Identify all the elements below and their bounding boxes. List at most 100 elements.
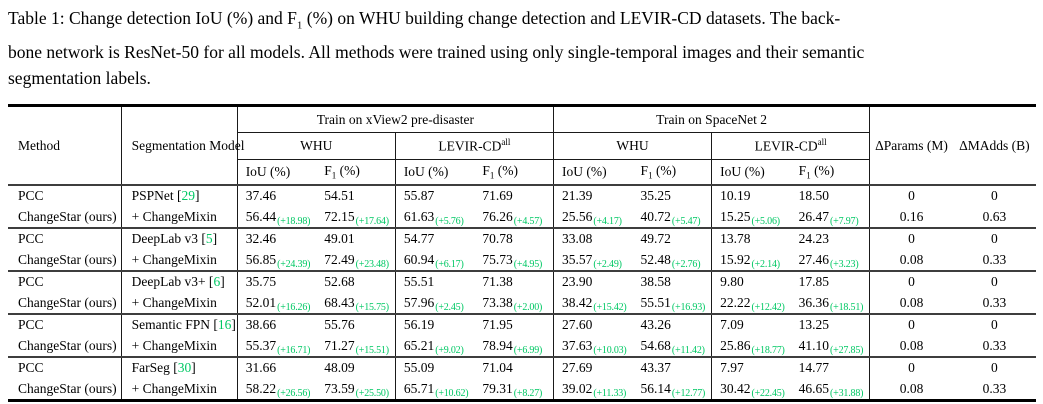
cell-metric: 13.25 bbox=[790, 314, 871, 336]
table-row: PCC FarSeg [30] 31.66 48.09 55.09 71.04 27.69 4… bbox=[8, 357, 1036, 379]
cell-model: + ChangeMixin bbox=[121, 292, 238, 315]
improvement-delta: (+9.02) bbox=[435, 344, 464, 356]
improvement-delta: (+2.76) bbox=[671, 258, 701, 270]
cell-delta-params: 0.08 bbox=[869, 249, 953, 272]
header-row-metrics: IoU (%) F1 (%) IoU (%) F1 (%) IoU (%) F1… bbox=[8, 159, 1036, 186]
improvement-delta: (+11.33) bbox=[593, 387, 627, 399]
levircd-superscript: all bbox=[817, 137, 827, 148]
cell-metric: 14.77 bbox=[790, 357, 871, 379]
improvement-delta: (+16.93) bbox=[671, 301, 706, 313]
improvement-delta: (+6.17) bbox=[435, 258, 464, 270]
f1-subscript: 1 bbox=[806, 170, 811, 181]
cell-model: Semantic FPN [16] bbox=[121, 314, 238, 336]
table-row: PCC DeepLab v3+ [6] 35.75 52.68 55.51 71.38 23… bbox=[8, 271, 1036, 293]
table-row: ChangeStar (ours) + ChangeMixin 58.22(+26.… bbox=[8, 378, 1036, 401]
cell-delta-params: 0 bbox=[908, 274, 915, 290]
col-header-iou: IoU (%) bbox=[237, 159, 317, 186]
improvement-delta: (+10.03) bbox=[593, 344, 627, 356]
cell-metric: 33.08 bbox=[561, 231, 593, 247]
citation-link[interactable]: 6 bbox=[213, 274, 221, 290]
cell-metric: 13.78 bbox=[720, 231, 751, 247]
improvement-delta: (+2.14) bbox=[751, 258, 780, 270]
citation-link[interactable]: 30 bbox=[177, 360, 192, 376]
cell-metric: 25.56(+4.17) bbox=[553, 206, 633, 229]
cell-delta-madds: 0.33 bbox=[952, 335, 1036, 358]
cell-metric: 65.71(+10.62) bbox=[403, 380, 469, 399]
improvement-delta: (+16.71) bbox=[277, 344, 311, 356]
cell-delta-madds: 0.33 bbox=[952, 292, 1036, 315]
cell-metric: 61.63(+5.76) bbox=[395, 206, 475, 229]
improvement-delta: (+23.48) bbox=[355, 258, 389, 270]
cell-metric: 23.90 bbox=[561, 274, 593, 290]
col-header-f1: F1 (%) bbox=[790, 159, 871, 186]
cell-method: ChangeStar (ours) bbox=[8, 378, 122, 401]
cell-metric: 55.76 bbox=[316, 314, 396, 336]
col-header-train-spacenet2: Train on SpaceNet 2 bbox=[553, 105, 871, 133]
cell-metric: 7.97 bbox=[720, 360, 744, 376]
cell-delta-madds: 0.63 bbox=[952, 206, 1036, 229]
cell-metric: 56.14(+12.77) bbox=[632, 378, 713, 401]
cell-metric: 79.31(+8.27) bbox=[474, 378, 554, 401]
cell-metric: 71.95 bbox=[474, 314, 554, 336]
col-header-f1: F1 (%) bbox=[632, 159, 713, 186]
improvement-delta: (+2.49) bbox=[593, 258, 622, 270]
col-header-train-xview2: Train on xView2 pre-disaster bbox=[237, 105, 554, 133]
cell-method: PCC bbox=[8, 271, 122, 293]
cell-metric: 46.65(+31.88) bbox=[790, 378, 871, 401]
cell-method: PCC bbox=[8, 228, 122, 250]
col-header-iou: IoU (%) bbox=[711, 159, 791, 186]
cell-metric: 41.10(+27.85) bbox=[790, 335, 871, 358]
cell-metric: 32.46 bbox=[245, 231, 277, 247]
col-header-delta-params: ΔParams (M) bbox=[869, 105, 953, 186]
cell-metric: 27.69 bbox=[561, 360, 593, 376]
cell-method: PCC bbox=[8, 185, 122, 207]
cell-metric: 55.87 bbox=[403, 188, 435, 204]
improvement-delta: (+4.57) bbox=[513, 215, 543, 227]
cell-metric: 75.73(+4.95) bbox=[474, 249, 554, 272]
col-header-levircd-spacenet: LEVIR-CDall bbox=[711, 132, 871, 160]
cell-metric: 76.26(+4.57) bbox=[474, 206, 554, 229]
cell-metric: 57.96(+2.45) bbox=[395, 292, 475, 315]
cell-metric: 43.37 bbox=[632, 357, 713, 379]
improvement-delta: (+18.98) bbox=[277, 215, 311, 227]
f1-subscript: 1 bbox=[489, 170, 495, 181]
cell-metric: 49.72 bbox=[632, 228, 713, 250]
cell-metric: 40.72(+5.47) bbox=[632, 206, 713, 229]
col-header-whu-spacenet: WHU bbox=[553, 132, 713, 160]
cell-metric: 26.47(+7.97) bbox=[790, 206, 871, 229]
cell-metric: 35.25 bbox=[632, 185, 713, 207]
cell-method: ChangeStar (ours) bbox=[8, 335, 122, 358]
improvement-delta: (+7.97) bbox=[830, 215, 859, 227]
cell-metric: 18.50 bbox=[790, 185, 871, 207]
cell-model: DeepLab v3+ [6] bbox=[121, 271, 238, 293]
improvement-delta: (+18.77) bbox=[751, 344, 785, 356]
cell-metric: 52.01(+16.26) bbox=[237, 292, 317, 315]
col-header-f1: F1 (%) bbox=[474, 159, 554, 186]
cell-metric: 52.48(+2.76) bbox=[632, 249, 713, 272]
citation-link[interactable]: 16 bbox=[217, 317, 232, 333]
cell-delta-madds: 0 bbox=[991, 317, 998, 333]
cell-model: PSPNet [29] bbox=[121, 185, 238, 207]
improvement-delta: (+18.51) bbox=[830, 301, 864, 313]
improvement-delta: (+2.45) bbox=[435, 301, 464, 313]
improvement-delta: (+2.00) bbox=[513, 301, 543, 313]
citation-link[interactable]: 5 bbox=[205, 231, 213, 247]
cell-metric: 55.51 bbox=[403, 274, 435, 290]
improvement-delta: (+5.76) bbox=[435, 215, 464, 227]
cell-metric: 30.42(+22.45) bbox=[720, 380, 785, 399]
cell-metric: 39.02(+11.33) bbox=[561, 380, 627, 399]
cell-metric: 49.01 bbox=[316, 228, 396, 250]
improvement-delta: (+4.17) bbox=[593, 215, 622, 227]
cell-metric: 10.19 bbox=[720, 188, 751, 204]
cell-method: ChangeStar (ours) bbox=[8, 292, 122, 315]
header-row-groups: Method Segmentation Model Train on xView… bbox=[8, 105, 1036, 186]
citation-link[interactable]: 29 bbox=[181, 188, 195, 204]
cell-metric: 56.44(+18.98) bbox=[237, 206, 317, 229]
cell-method: ChangeStar (ours) bbox=[8, 249, 122, 272]
cell-metric: 71.69 bbox=[474, 185, 554, 207]
cell-model: + ChangeMixin bbox=[121, 378, 238, 401]
cell-delta-madds: 0 bbox=[991, 188, 998, 204]
improvement-delta: (+15.42) bbox=[593, 301, 627, 313]
col-header-delta-madds: ΔMAdds (B) bbox=[952, 105, 1036, 186]
